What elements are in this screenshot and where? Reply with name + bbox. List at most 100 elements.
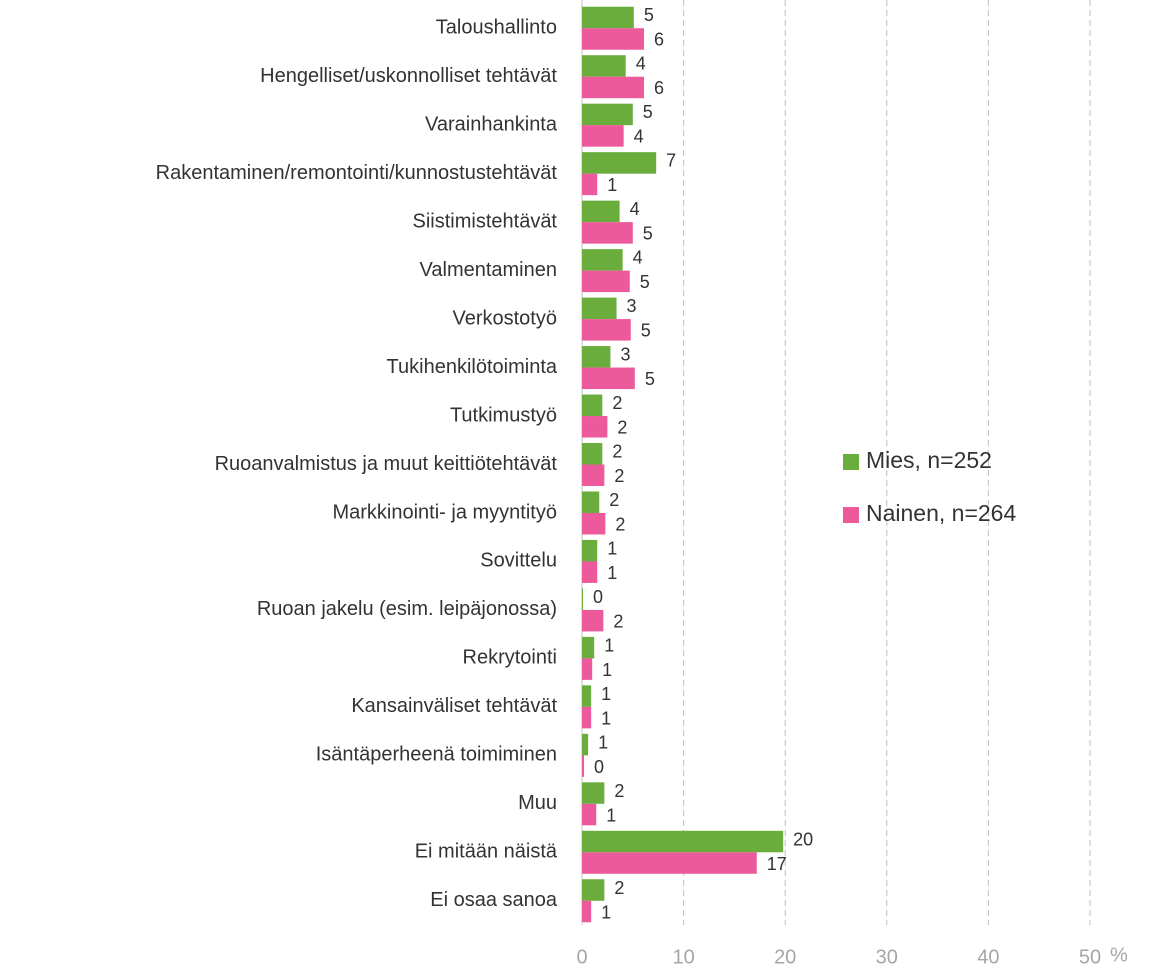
category-label: Varainhankinta: [425, 113, 558, 135]
bar: [582, 152, 657, 174]
category-label: Taloushallinto: [436, 17, 557, 39]
data-label: 6: [654, 30, 664, 50]
bar: [582, 464, 605, 486]
data-label: 3: [620, 345, 630, 365]
bar: [582, 539, 598, 562]
bar: [582, 706, 592, 729]
data-label: 2: [615, 514, 625, 534]
data-label: 1: [606, 805, 616, 825]
bar: [582, 367, 635, 390]
bar: [582, 685, 592, 707]
data-label: 1: [601, 902, 611, 922]
legend-swatch: [843, 454, 859, 470]
data-label: 1: [601, 708, 611, 728]
x-tick-label: 10: [672, 946, 694, 968]
category-label: Sovittelu: [480, 550, 557, 572]
data-label: 1: [607, 563, 617, 583]
bar: [582, 733, 589, 756]
data-label: 4: [634, 127, 644, 147]
data-label: 5: [640, 272, 650, 292]
category-label: Rakentaminen/remontointi/kunnostustehtäv…: [156, 162, 558, 184]
data-label: 2: [614, 466, 624, 486]
data-label: 6: [654, 78, 664, 98]
bar: [582, 394, 603, 417]
data-label: 5: [644, 5, 654, 25]
bar: [582, 561, 598, 583]
category-label: Rekrytointi: [463, 647, 557, 669]
data-label: 0: [594, 757, 604, 777]
bar: [582, 200, 620, 223]
bar: [582, 249, 623, 271]
data-label: 2: [609, 490, 619, 510]
category-label: Markkinointi- ja myyntityö: [332, 501, 557, 523]
data-label: 5: [645, 369, 655, 389]
data-label: 1: [607, 175, 617, 195]
legend-label: Mies, n=252: [866, 447, 992, 473]
data-label: 4: [630, 199, 640, 219]
bar: [582, 28, 644, 50]
category-label: Ruoanvalmistus ja muut keittiötehtävät: [215, 453, 558, 475]
bar: [582, 512, 606, 535]
bar: [582, 900, 592, 923]
data-label: 4: [633, 248, 643, 268]
bar: [582, 319, 631, 341]
x-unit: %: [1110, 944, 1128, 966]
bar: [582, 125, 624, 147]
data-label: 1: [598, 732, 608, 752]
x-tick-label: 30: [876, 946, 898, 968]
data-label: 4: [636, 54, 646, 74]
bar: [582, 879, 605, 901]
category-label: Ruoan jakelu (esim. leipäjonossa): [257, 598, 557, 620]
category-label: Verkostotyö: [452, 307, 557, 329]
data-label: 5: [643, 102, 653, 122]
bar: [582, 830, 784, 853]
data-label: 1: [601, 684, 611, 704]
data-label: 2: [617, 418, 627, 438]
category-label: Muu: [518, 792, 557, 814]
bar: [582, 103, 633, 126]
bar: [582, 6, 634, 29]
bar: [582, 782, 605, 804]
data-label: 5: [643, 224, 653, 244]
data-label: 3: [627, 296, 637, 316]
bar: [582, 443, 603, 465]
bar: [582, 588, 584, 610]
bar: [582, 297, 617, 320]
x-tick-label: 40: [977, 946, 999, 968]
data-label: 20: [793, 829, 813, 849]
bar: [582, 416, 608, 438]
bar: [582, 491, 600, 513]
bar: [582, 173, 598, 196]
data-label: 17: [767, 854, 787, 874]
data-label: 2: [614, 781, 624, 801]
x-tick-label: 20: [774, 946, 796, 968]
x-tick-label: 0: [576, 946, 587, 968]
data-label: 2: [612, 393, 622, 413]
bar: [582, 76, 644, 99]
data-label: 2: [612, 442, 622, 462]
data-label: 1: [607, 538, 617, 558]
category-label: Tukihenkilötoiminta: [387, 356, 558, 378]
data-label: 1: [602, 660, 612, 680]
category-label: Siistimistehtävät: [413, 210, 558, 232]
category-label: Valmentaminen: [420, 259, 557, 281]
bar: [582, 803, 597, 826]
data-label: 5: [641, 321, 651, 341]
data-label: 0: [593, 587, 603, 607]
data-label: 7: [666, 151, 676, 171]
bar: [582, 346, 611, 368]
bar: [582, 222, 633, 244]
bar: [582, 609, 604, 632]
bar: [582, 636, 595, 659]
bar: [582, 852, 757, 874]
bar: [582, 755, 585, 777]
category-label: Kansainväliset tehtävät: [351, 695, 557, 717]
data-label: 2: [614, 878, 624, 898]
category-label: Ei mitään näistä: [415, 841, 558, 863]
category-label: Isäntäperheenä toimiminen: [316, 744, 557, 766]
x-tick-label: 50: [1079, 946, 1101, 968]
legend-label: Nainen, n=264: [866, 500, 1016, 526]
category-label: Tutkimustyö: [450, 404, 557, 426]
bar: [582, 55, 626, 77]
